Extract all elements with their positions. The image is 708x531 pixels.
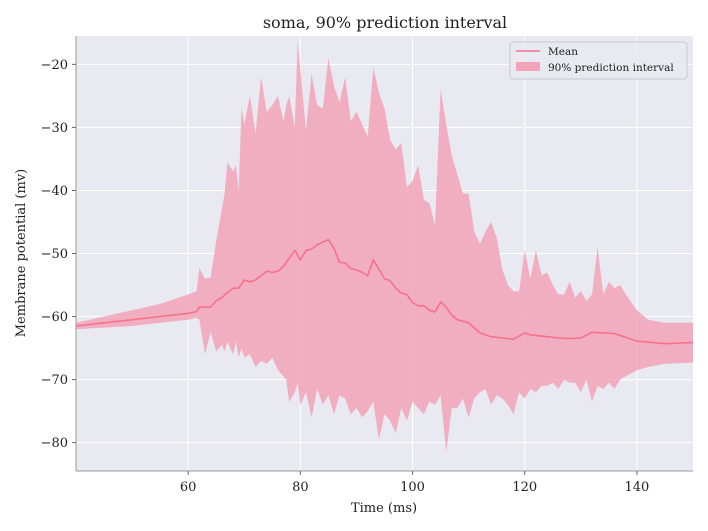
x-tick-label: 120 xyxy=(512,480,537,495)
chart-title: soma, 90% prediction interval xyxy=(263,13,507,32)
x-axis-label: Time (ms) xyxy=(351,501,417,516)
y-axis-label: Membrane potential (mv) xyxy=(14,169,29,338)
x-tick-label: 100 xyxy=(400,480,425,495)
legend-interval-swatch xyxy=(516,62,540,71)
x-tick-label: 80 xyxy=(292,480,309,495)
mean-line-layer xyxy=(75,238,694,345)
y-tick-label: −20 xyxy=(41,58,68,73)
mean-line xyxy=(75,238,694,345)
legend-box xyxy=(509,41,688,80)
y-tick-label: −40 xyxy=(41,184,68,199)
x-tick-label: 60 xyxy=(180,480,197,495)
y-tick-label: −80 xyxy=(41,436,68,451)
legend-interval-label: 90% prediction interval xyxy=(548,62,674,74)
y-tick-label: −60 xyxy=(41,310,68,325)
prediction-interval-band xyxy=(76,42,693,453)
y-tick-label: −70 xyxy=(41,373,68,388)
prediction-interval-layer xyxy=(76,42,693,453)
y-tick-label: −50 xyxy=(41,247,68,262)
legend: Mean 90% prediction interval xyxy=(509,41,688,80)
legend-mean-label: Mean xyxy=(548,46,578,58)
y-ticks: −20 −30 −40 −50 −60 −70 −80 xyxy=(41,58,76,451)
x-tick-label: 140 xyxy=(624,480,649,495)
y-tick-label: −30 xyxy=(41,121,68,136)
x-ticks: 60 80 100 120 140 xyxy=(180,471,649,495)
